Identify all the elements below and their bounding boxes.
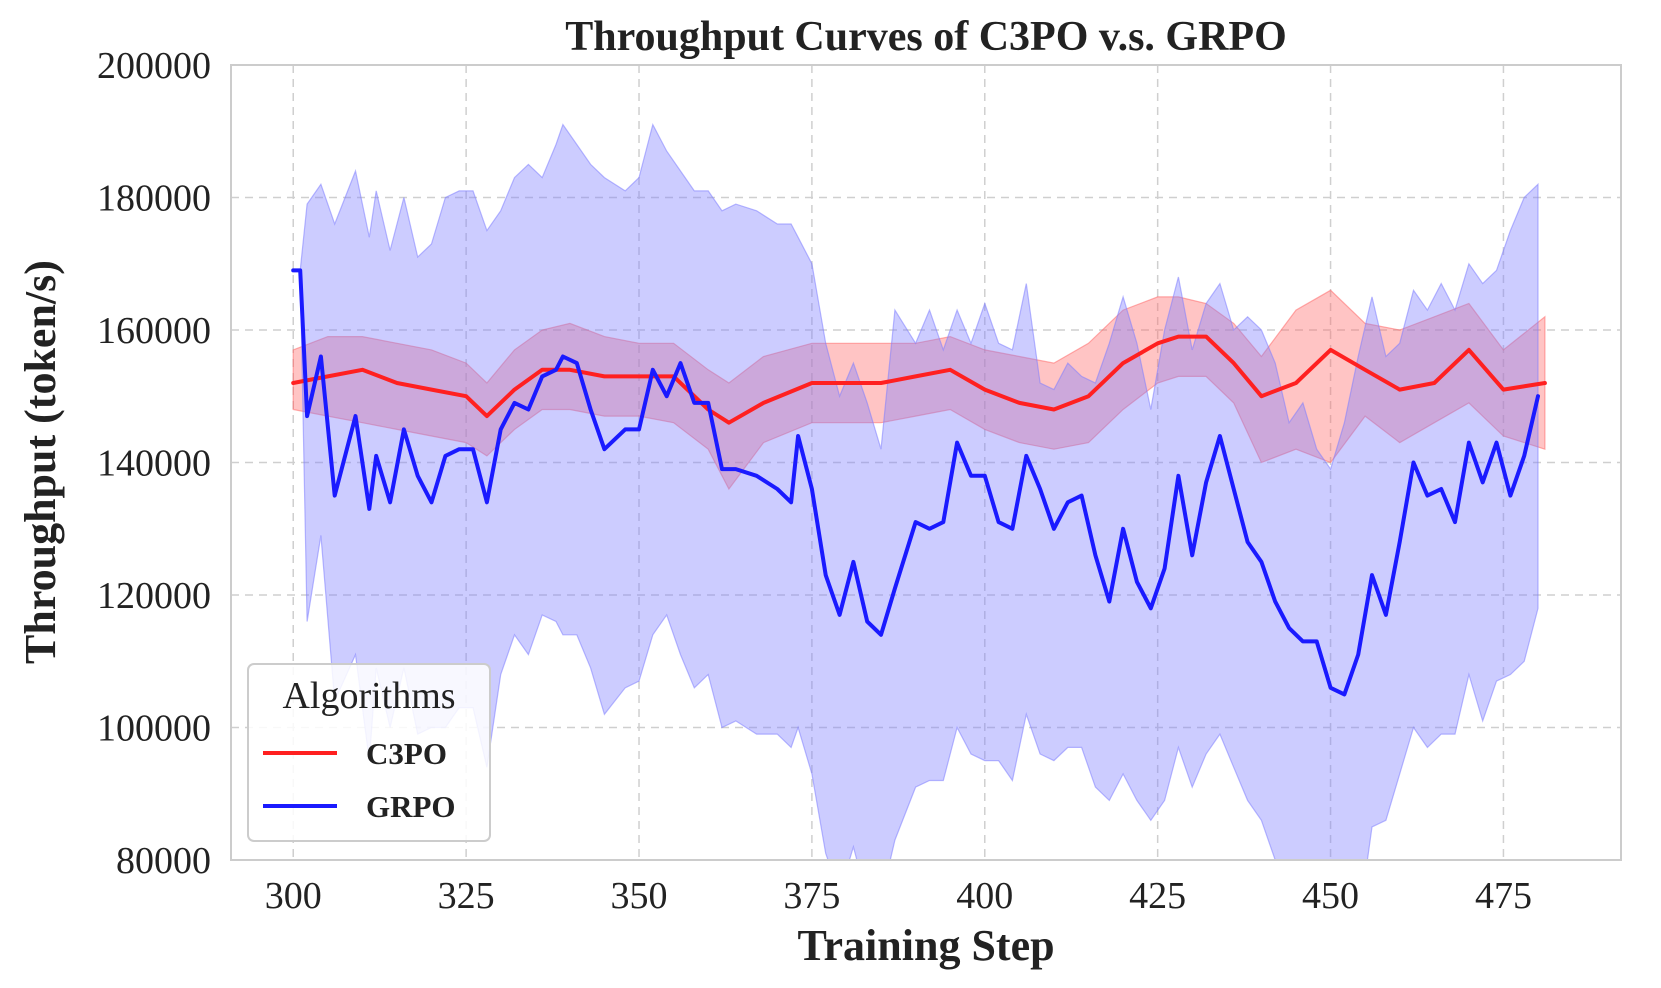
y-tick-labels: 80000 100000 120000 140000 160000 180000 20000… (97, 45, 211, 882)
legend-title: Algorithms (282, 675, 455, 717)
legend-label-c3po: C3PO (366, 736, 447, 771)
y-tick-label: 100000 (97, 708, 211, 750)
legend: Algorithms C3PO GRPO (247, 663, 491, 842)
y-tick-label: 180000 (97, 178, 211, 220)
y-tick-label: 140000 (97, 443, 211, 485)
band-c3po (292, 289, 1546, 491)
x-tick-label: 375 (783, 875, 840, 917)
y-tick-label: 160000 (97, 310, 211, 352)
legend-label-grpo: GRPO (366, 789, 456, 824)
legend-box (247, 663, 491, 842)
y-tick-label: 80000 (116, 840, 211, 882)
x-tick-label: 300 (265, 875, 322, 917)
x-tick-label: 475 (1475, 875, 1532, 917)
line-c3po (291, 334, 1547, 425)
y-axis-label: Throughput (token/s) (16, 260, 65, 664)
x-tick-label: 450 (1302, 875, 1359, 917)
line-grpo (291, 268, 1540, 697)
plot-frame (230, 64, 1622, 861)
x-tick-labels: 300 325 350 375 400 425 450 475 (265, 875, 1532, 917)
x-axis-label: Training Step (797, 921, 1054, 970)
x-tick-label: 400 (956, 875, 1013, 917)
series-lines (291, 268, 1547, 697)
x-tick-label: 425 (1129, 875, 1186, 917)
confidence-bands (292, 122, 1546, 860)
chart-title: Throughput Curves of C3PO v.s. GRPO (565, 14, 1287, 60)
x-tick-label: 350 (611, 875, 668, 917)
x-tick-label: 325 (438, 875, 495, 917)
y-tick-label: 120000 (97, 575, 211, 617)
y-tick-label: 200000 (97, 45, 211, 87)
